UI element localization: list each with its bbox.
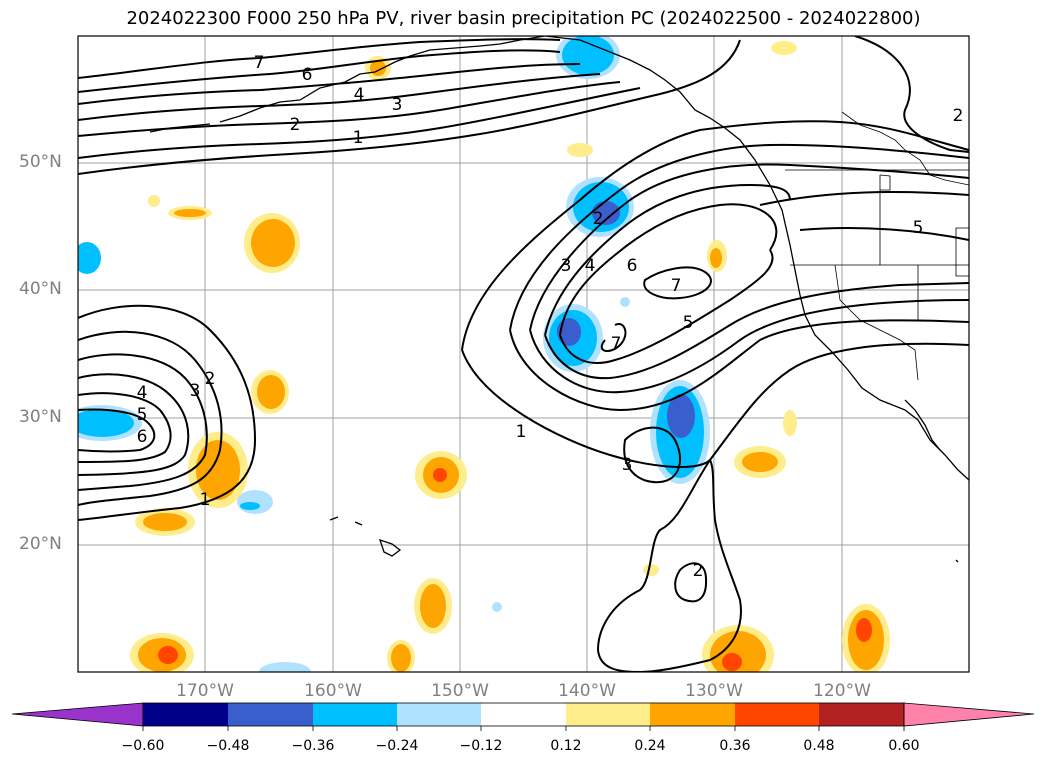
lon-label: 130°W <box>685 681 743 701</box>
pos-anomaly-15 <box>707 240 727 272</box>
pos-anomaly-13 <box>734 446 786 478</box>
colorbar-segment <box>650 703 735 726</box>
pos-anomaly-17 <box>771 41 797 55</box>
contour-label: 3 <box>392 95 403 115</box>
contour-label: 7 <box>671 276 682 296</box>
neg-anomaly-8 <box>259 662 311 672</box>
pos-anomaly-2 <box>251 370 289 414</box>
contour-label: 4 <box>585 256 596 276</box>
lat-label: 20°N <box>19 534 62 554</box>
contour-label: 2 <box>593 209 604 229</box>
contour-label: 7 <box>254 53 265 73</box>
colorbar-arrow-max <box>903 702 1035 727</box>
contour-label: 3 <box>561 256 572 276</box>
lat-label: 40°N <box>19 279 62 299</box>
colorbar-tick-label: −0.48 <box>206 738 250 754</box>
neg-anomaly-2 <box>556 36 620 79</box>
borders <box>785 111 969 381</box>
colorbar-tick-label: 0.48 <box>803 738 835 754</box>
pos-anomaly-4 <box>148 195 160 207</box>
colorbar-segment <box>819 703 904 726</box>
pos-anomaly-1 <box>244 213 300 273</box>
pos-anomaly-19 <box>643 564 659 576</box>
colorbar-tick-label: 0.60 <box>888 738 920 754</box>
lon-label: 150°W <box>431 681 489 701</box>
colorbar-segment <box>313 703 397 726</box>
pos-anomaly-12 <box>842 604 890 672</box>
pos-anomaly-9 <box>387 640 415 672</box>
pos-anomaly-14 <box>783 410 797 436</box>
pos-anomaly-6 <box>135 508 195 536</box>
colorbar-tick-label: −0.24 <box>375 738 419 754</box>
neg-anomaly-4 <box>650 380 710 484</box>
pv-contours <box>78 36 969 672</box>
pos-anomaly-11 <box>702 625 774 672</box>
contour-label: 1 <box>516 422 527 442</box>
colorbar-segment <box>566 703 650 726</box>
colorbar-segment <box>143 703 228 726</box>
colorbar-tick-label: 0.24 <box>634 738 666 754</box>
contour-label: 3 <box>190 381 201 401</box>
neg-anomaly-9 <box>492 602 502 612</box>
contour-label: 6 <box>302 65 313 85</box>
colorbar-tick-label: 0.12 <box>550 738 582 754</box>
contour-label: 6 <box>627 256 638 276</box>
pos-anomaly-7 <box>415 451 467 499</box>
colorbar-tick-label: −0.36 <box>291 738 335 754</box>
lon-label: 160°W <box>304 681 362 701</box>
plot-area: 7 6 4 3 2 1 3 4 6 7 5 7 1 3 2 2 2 5 4 5 … <box>78 36 969 672</box>
colorbar <box>11 702 1035 731</box>
contour-label: 1 <box>200 490 211 510</box>
neg-anomaly-6 <box>78 242 101 274</box>
colorbar-tick-label: −0.60 <box>121 738 165 754</box>
lat-label: 30°N <box>19 407 62 427</box>
colorbar-segment <box>397 703 481 726</box>
contour-label: 4 <box>137 383 148 403</box>
contour-label: 7 <box>611 334 622 354</box>
contour-label: 6 <box>137 427 148 447</box>
precip-shading <box>78 36 890 672</box>
contour-label: 4 <box>354 85 365 105</box>
contour-label: 3 <box>622 455 633 475</box>
colorbar-segment <box>481 703 566 726</box>
pos-anomaly-8 <box>414 578 452 634</box>
graticule <box>78 36 969 672</box>
map-frame <box>77 35 970 673</box>
contour-label: 2 <box>290 115 301 135</box>
lon-label: 120°W <box>813 681 871 701</box>
contour-label: 5 <box>137 405 148 425</box>
contour-label: 1 <box>353 128 364 148</box>
contour-label: 5 <box>683 313 694 333</box>
lon-label: 170°W <box>176 681 234 701</box>
lon-label: 140°W <box>558 681 616 701</box>
neg-anomaly-5 <box>78 405 142 441</box>
colorbar-tick-label: 0.36 <box>719 738 751 754</box>
colorbar-segment <box>228 703 313 726</box>
contour-label: 2 <box>693 561 704 581</box>
neg-anomaly-3 <box>543 304 603 372</box>
colorbar-segment <box>735 703 819 726</box>
colorbar-tick-label: −0.12 <box>459 738 503 754</box>
pos-anomaly-16 <box>567 143 593 157</box>
contour-labels: 7 6 4 3 2 1 3 4 6 7 5 7 1 3 2 2 2 5 4 5 … <box>137 53 964 581</box>
colorbar-arrow-min <box>11 702 144 727</box>
pos-anomaly-10 <box>130 633 194 672</box>
contour-label: 2 <box>953 106 964 126</box>
neg-anomaly-10 <box>620 297 630 307</box>
pos-anomaly-3 <box>168 206 212 220</box>
map-title: 2024022300 F000 250 hPa PV, river basin … <box>126 8 921 29</box>
contour-label: 2 <box>205 369 216 389</box>
neg-anomaly-7 <box>237 490 273 514</box>
lat-label: 50°N <box>19 152 62 172</box>
contour-label: 5 <box>913 218 924 238</box>
